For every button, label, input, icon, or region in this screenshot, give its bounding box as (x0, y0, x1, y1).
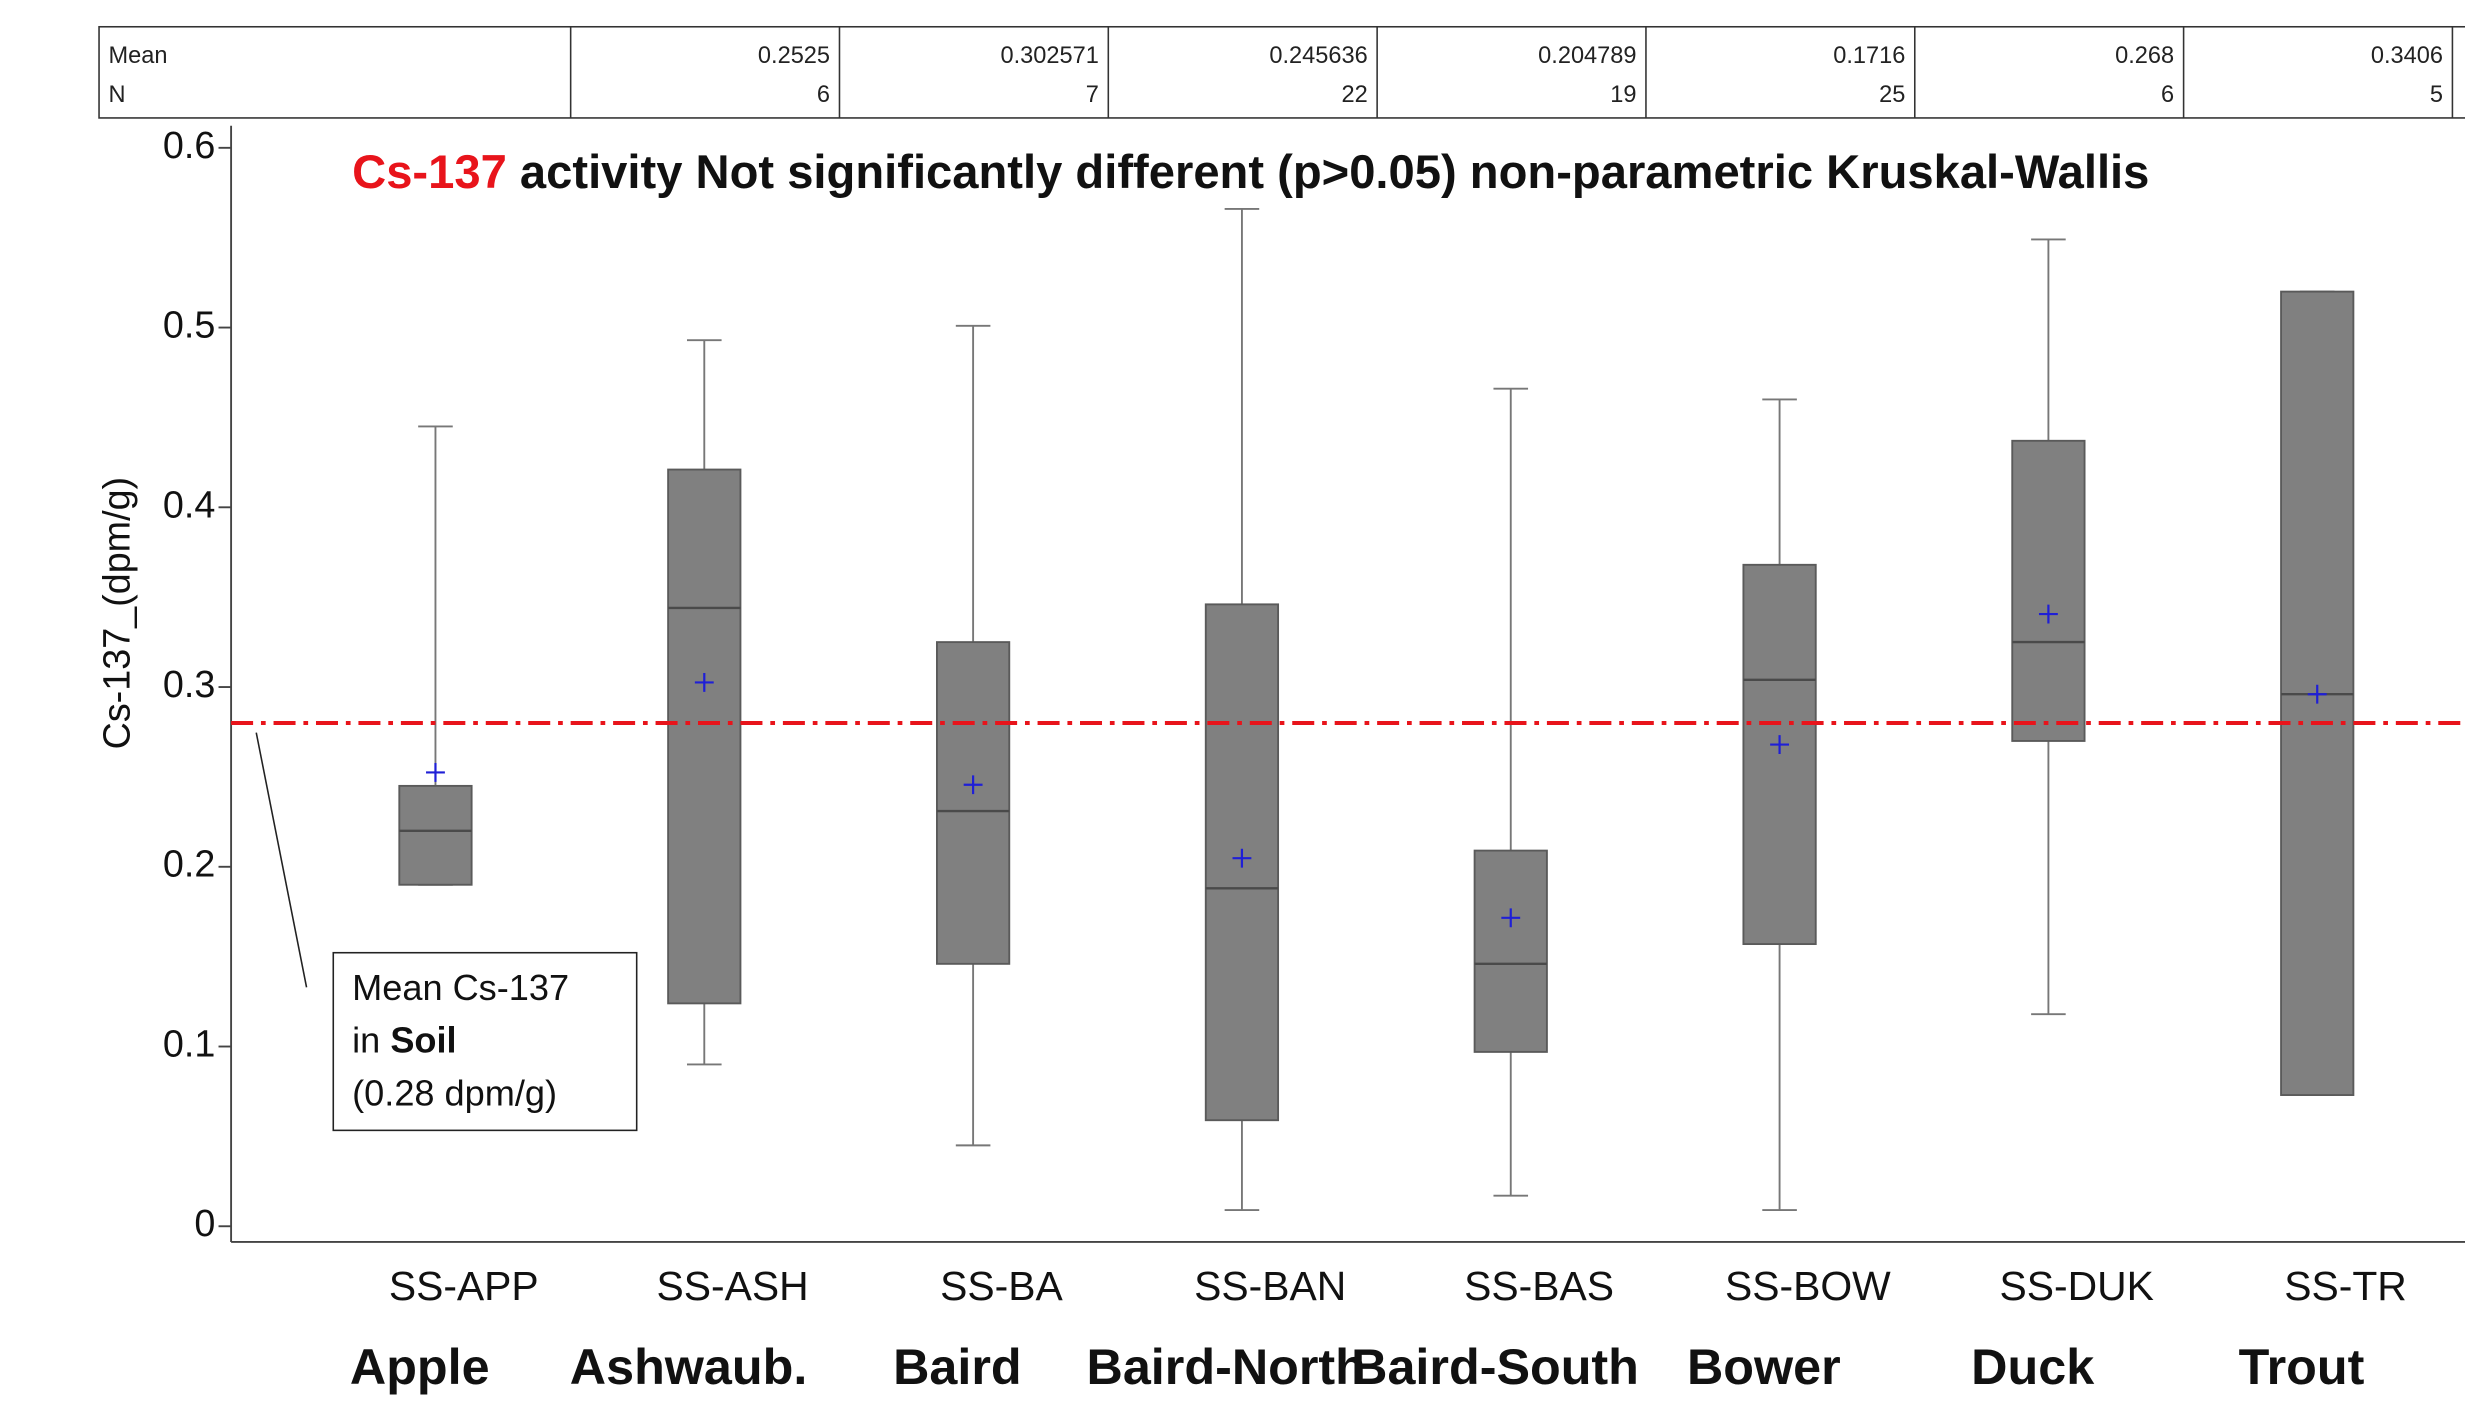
y-tick-label: 0.2 (163, 843, 215, 885)
table-mean: 0.268 (2115, 42, 2174, 68)
table-row-label: N (108, 81, 125, 107)
mean-marker (963, 775, 983, 795)
x-tick-label: SS-BOW (1725, 1263, 1891, 1309)
chart-title: Cs-137 activity Not significantly differ… (352, 146, 2149, 199)
x-tick-label: SS-DUK (2000, 1263, 2154, 1309)
mean-marker (1232, 848, 1252, 868)
group-label: Baird (893, 1338, 1022, 1395)
annotation-prefix: in (352, 1019, 380, 1060)
mean-marker (2038, 604, 2058, 624)
x-tick-label: SS-APP (389, 1263, 539, 1309)
y-tick-label: 0.6 (163, 124, 215, 166)
box (2011, 439, 2086, 742)
group-label: Baird-South (1351, 1338, 1639, 1395)
mean-marker (694, 672, 714, 692)
y-tick-label: 0.1 (163, 1022, 215, 1064)
box (667, 468, 742, 1005)
table-mean: 0.3406 (2371, 42, 2443, 68)
table-mean: 0.245636 (1269, 42, 1367, 68)
table-mean: 0.2525 (758, 42, 830, 68)
y-tick-label: 0.4 (163, 483, 215, 525)
annotation-line: in Soil (352, 1019, 456, 1060)
table-border (98, 25, 2465, 119)
title-highlight: Cs-137 (352, 146, 507, 199)
mean-marker (426, 762, 445, 782)
annotation-box (332, 951, 638, 1132)
x-tick-label: SS-BAN (1194, 1263, 1346, 1309)
group-label: Bower (1687, 1338, 1841, 1395)
y-tick-label: 0.3 (163, 663, 215, 705)
group-label: Duck (1971, 1338, 2095, 1395)
box (1742, 563, 1817, 946)
group-label: Ashwaub. (570, 1338, 808, 1395)
x-tick-label: SS-ASH (657, 1263, 809, 1309)
mean-marker (1770, 735, 1790, 754)
table-mean: 0.1716 (1833, 42, 1905, 68)
box (936, 641, 1011, 965)
x-tick-label: SS-BAS (1464, 1263, 1614, 1309)
group-label: Apple (350, 1338, 490, 1395)
y-axis-label: Cs-137_(dpm/g) (95, 477, 137, 750)
x-tick-label: SS-TR (2284, 1263, 2407, 1309)
box (398, 784, 473, 886)
table-n: 19 (1610, 81, 1636, 107)
annotation-line: Mean Cs-137 (352, 967, 569, 1008)
annotation-line: (0.28 dpm/g) (352, 1072, 557, 1113)
table-n: 22 (1341, 81, 1367, 107)
table-row-label: Mean (108, 42, 167, 68)
y-tick-label: 0 (194, 1202, 215, 1244)
table-n: 7 (1086, 81, 1099, 107)
x-tick-label: SS-BA (940, 1263, 1063, 1309)
mean-marker (1501, 908, 1521, 928)
table-n: 25 (1879, 81, 1905, 107)
annotation-leader (255, 732, 308, 988)
box (1473, 849, 1548, 1053)
group-label: Baird-North (1087, 1338, 1366, 1395)
table-mean: 0.302571 (1001, 42, 1099, 68)
title-text: activity Not significantly different (p>… (520, 146, 2149, 199)
annotation-bold: Soil (390, 1019, 456, 1060)
table-n: 5 (2430, 81, 2443, 107)
table-mean: 0.204789 (1538, 42, 1636, 68)
table-n: 6 (2161, 81, 2174, 107)
mean-marker (2307, 684, 2327, 704)
table-n: 6 (817, 81, 830, 107)
group-label: Trout (2239, 1338, 2365, 1395)
y-tick-label: 0.5 (163, 304, 215, 346)
